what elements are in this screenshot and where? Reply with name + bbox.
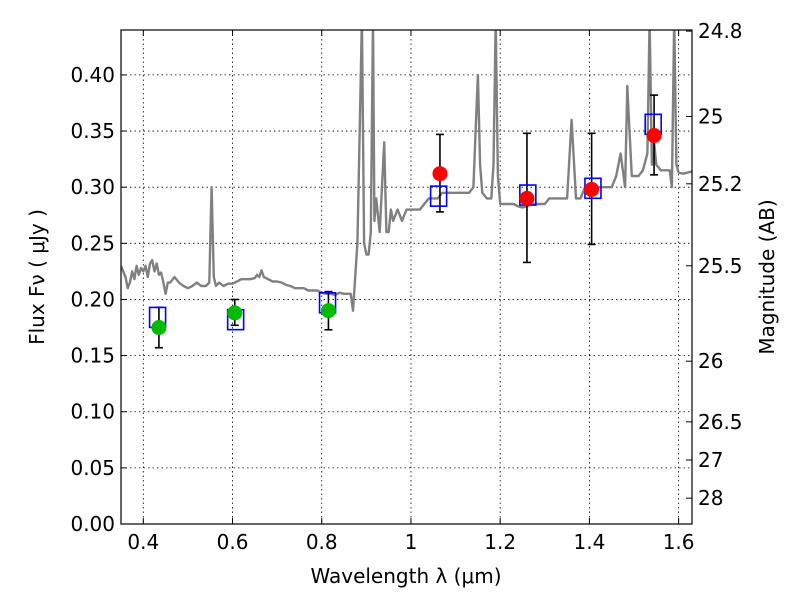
x-tick-label: 0.6 xyxy=(217,530,249,554)
y-tick-label-right: 27 xyxy=(698,448,723,472)
x-axis-title: Wavelength λ (μm) xyxy=(310,564,501,588)
y-tick-label-left: 0.15 xyxy=(70,344,115,368)
y-tick-label-right: 25.5 xyxy=(698,254,743,278)
observed-point xyxy=(432,166,448,182)
y-axis-title-right: Magnitude (AB) xyxy=(755,199,779,354)
observed-point xyxy=(519,190,535,206)
y-axis-title-left: Flux Fν ( μJy ) xyxy=(25,209,49,345)
y-tick-label-right: 28 xyxy=(698,486,723,510)
observed-point xyxy=(584,181,600,197)
y-tick-label-right: 26.5 xyxy=(698,410,743,434)
y-tick-label-right: 25 xyxy=(698,104,723,128)
y-tick-label-right: 26 xyxy=(698,349,723,373)
plot-background xyxy=(121,30,692,524)
plot-frame xyxy=(120,29,693,525)
y-tick-label-right: 25.2 xyxy=(698,172,743,196)
y-tick-label-right: 24.8 xyxy=(698,19,743,43)
x-tick-label: 1.4 xyxy=(573,530,605,554)
y-tick-label-left: 0.35 xyxy=(70,119,115,143)
model-spectrum xyxy=(121,30,692,312)
y-tick-label-left: 0.40 xyxy=(70,63,115,87)
y-tick-label-left: 0.05 xyxy=(70,456,115,480)
x-tick-label: 1.2 xyxy=(484,530,516,554)
y-tick-label-left: 0.10 xyxy=(70,400,115,424)
x-tick-label: 1.6 xyxy=(663,530,695,554)
x-tick-label: 0.4 xyxy=(127,530,159,554)
x-tick-label: 0.8 xyxy=(306,530,338,554)
y-tick-label-left: 0.30 xyxy=(70,175,115,199)
model-photometry-box xyxy=(429,185,448,207)
observed-points xyxy=(151,128,662,336)
observed-point xyxy=(151,320,167,336)
x-tick-label: 1 xyxy=(405,530,418,554)
y-tick-label-left: 0.00 xyxy=(70,512,115,536)
observed-point xyxy=(227,305,243,321)
y-tick-label-left: 0.20 xyxy=(70,287,115,311)
observed-point xyxy=(646,128,662,144)
ticks: 0.4 0.6 0.8 1 1.2 1.4 1.6 0.00 0.05 0.10 0.15 0.20 0… xyxy=(70,19,742,554)
spectrum-line xyxy=(121,30,692,312)
observed-point xyxy=(320,303,336,319)
y-tick-label-left: 0.25 xyxy=(70,231,115,255)
